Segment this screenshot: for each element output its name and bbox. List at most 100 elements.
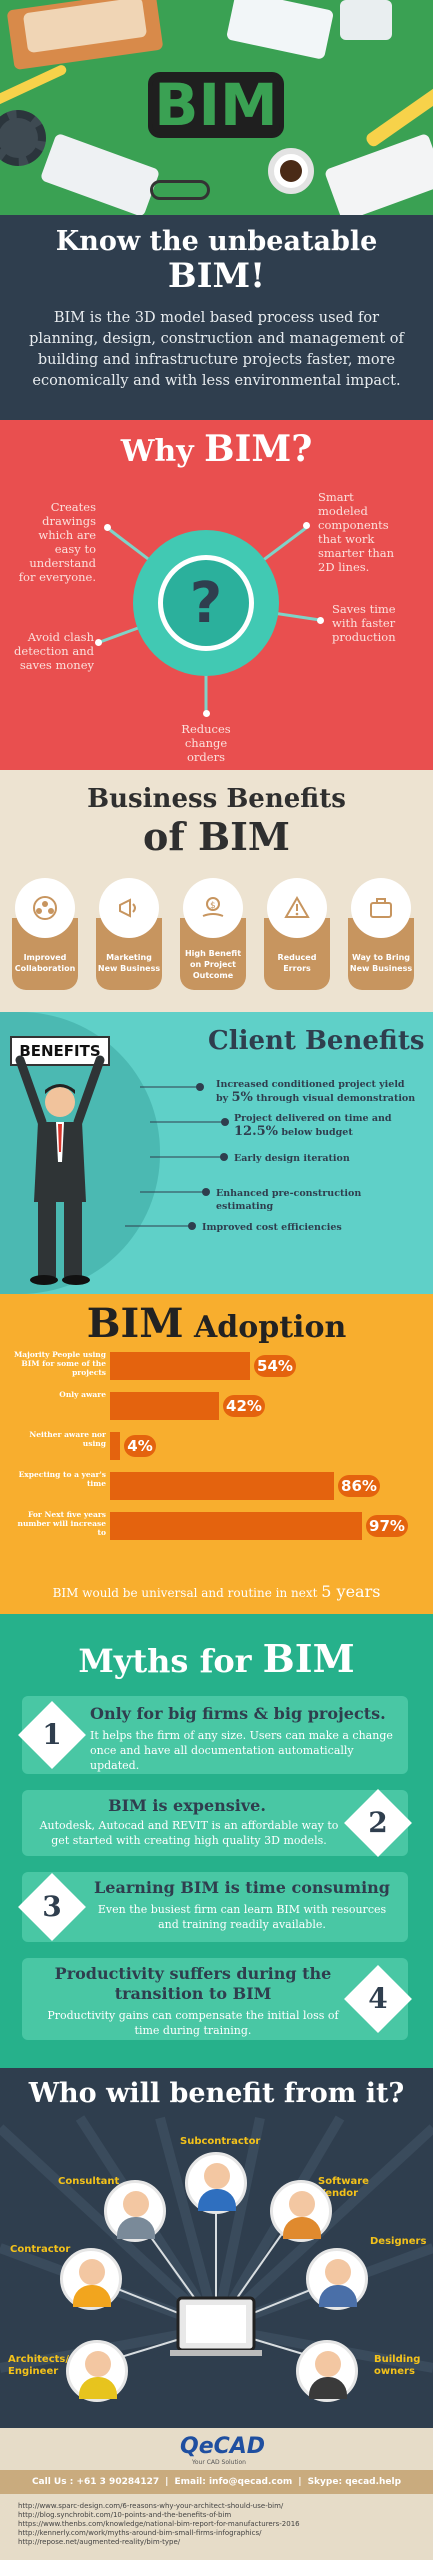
face xyxy=(123,2191,149,2217)
reference-links: http://www.sparc-design.com/6-reasons-wh… xyxy=(18,2502,300,2547)
body xyxy=(117,2217,155,2239)
who-benefits-section: Who will benefit from it? Subcontractor … xyxy=(0,2068,433,2428)
myths-heading-small: Myths for xyxy=(78,1642,263,1680)
software-vendor-avatar xyxy=(270,2180,332,2242)
architect-avatar xyxy=(66,2340,128,2402)
consultant-avatar xyxy=(104,2180,166,2242)
business-label: Improved Collaboration xyxy=(14,953,76,973)
adoption-category-label: For Next five years number will increase… xyxy=(17,1510,106,1537)
why-point: Saves time with faster production xyxy=(332,602,396,644)
role-label: Subcontractor xyxy=(180,2136,261,2147)
ruler-icon xyxy=(0,63,68,111)
bullet-dot xyxy=(188,1222,196,1230)
business-heading: Business Benefits of BIM xyxy=(0,784,433,860)
client-benefit-text-post: through visual demonstration xyxy=(256,1093,416,1104)
contact-bar: Call Us : +61 3 90284127 | Email: info@q… xyxy=(0,2470,433,2494)
role-label: Consultant xyxy=(58,2176,120,2187)
connector-dot xyxy=(104,524,111,531)
face xyxy=(315,2351,341,2377)
coffee-icon xyxy=(280,160,302,182)
footer: QeCAD Your CAD Solution Call Us : +61 3 9… xyxy=(0,2428,433,2560)
client-heading: Client Benefits xyxy=(208,1026,425,1056)
bullet-dot xyxy=(221,1118,229,1126)
myth-body: Productivity gains can compensate the in… xyxy=(47,2009,339,2037)
role-label: Software Vendor xyxy=(318,2176,369,2199)
client-benefit-figure: 5% xyxy=(231,1090,253,1105)
calculator-icon xyxy=(340,0,392,40)
business-heading-line2: of BIM xyxy=(143,814,290,859)
client-benefits-section: BENEFITS Client Benefits Increased condi… xyxy=(0,1012,433,1294)
hero-banner: BIM xyxy=(0,0,433,215)
phone-text: Call Us : +61 3 90284127 xyxy=(31,2477,160,2487)
svg-text:$: $ xyxy=(210,901,216,911)
myths-heading: Myths for BIM xyxy=(0,1636,433,1681)
myth-title: Productivity suffers during the transiti… xyxy=(54,1964,332,2003)
body xyxy=(319,2285,357,2307)
bullet-dot xyxy=(196,1083,204,1091)
reference-link[interactable]: https://www.thenbs.com/knowledge/nationa… xyxy=(18,2520,300,2528)
reference-link[interactable]: http://kennerly.com/work/myths-around-bi… xyxy=(18,2529,262,2537)
skype-text: Skype: qecad.help xyxy=(307,2477,402,2487)
client-benefit-item: Project delivered on time and 12.5% belo… xyxy=(234,1112,424,1139)
adoption-bar-chart: Majority People using BIM for some of th… xyxy=(0,1294,433,1582)
business-label: Way to Bring New Business xyxy=(349,953,413,973)
adoption-bar xyxy=(110,1392,219,1420)
adoption-heading-big: BIM xyxy=(86,1300,184,1347)
adoption-bar xyxy=(110,1512,362,1540)
myth-card: Only for big firms & big projects. It he… xyxy=(22,1696,408,1774)
bullet-dot xyxy=(202,1188,210,1196)
adoption-footnote-text: BIM would be universal and routine in ne… xyxy=(52,1586,318,1600)
myth-number: 1 xyxy=(42,1718,62,1751)
adoption-bar xyxy=(110,1352,250,1380)
myth-title: Learning BIM is time consuming xyxy=(94,1878,390,1897)
glasses-icon xyxy=(150,180,210,200)
client-benefit-text: Enhanced pre-construction estimating xyxy=(216,1188,362,1212)
business-label: Reduced Errors xyxy=(277,953,317,973)
client-connector-line xyxy=(125,1086,223,1227)
question-mark: ? xyxy=(189,570,223,636)
myth-body: It helps the firm of any size. Users can… xyxy=(90,1729,393,1772)
business-benefits-section: Business Benefits of BIM Improved Collabo… xyxy=(0,770,433,1012)
benefits-sign: BENEFITS xyxy=(10,1036,110,1066)
business-card: Marketing New Business xyxy=(96,878,162,990)
myth-body: Even the busiest firm can learn BIM with… xyxy=(97,1903,387,1931)
myth-title: Only for big firms & big projects. xyxy=(90,1704,386,1723)
adoption-footnote-figure: 5 years xyxy=(321,1582,381,1601)
reference-link[interactable]: http://repose.net/augmented-reality/bim-… xyxy=(18,2538,181,2546)
why-heading-big: BIM? xyxy=(204,428,313,470)
adoption-bar xyxy=(110,1432,120,1460)
briefcase-icon xyxy=(351,878,411,938)
adoption-bar xyxy=(110,1472,334,1500)
role-label: Designers xyxy=(370,2236,427,2247)
logo-subtitle: Your CAD Solution xyxy=(192,2459,246,2466)
why-heading: Why BIM? xyxy=(0,428,433,470)
who-heading: Who will benefit from it? xyxy=(28,2078,405,2109)
business-card: Way to Bring New Business xyxy=(348,878,414,990)
subcontractor-avatar xyxy=(185,2152,247,2214)
adoption-value-label: 42% xyxy=(223,1395,265,1417)
body xyxy=(309,2377,347,2399)
myth-card: BIM is expensive. Autodesk, Autocad and … xyxy=(22,1790,408,1856)
business-card: $ High Benefit on Project Outcome xyxy=(180,878,246,990)
client-benefit-text: Project delivered on time and xyxy=(234,1113,392,1124)
business-card: Improved Collaboration xyxy=(12,878,78,990)
warning-icon xyxy=(267,878,327,938)
contractor-avatar xyxy=(60,2248,122,2310)
question-mark-icon: ? xyxy=(158,555,254,651)
face xyxy=(79,2259,105,2285)
reference-link[interactable]: http://www.sparc-design.com/6-reasons-wh… xyxy=(18,2502,284,2510)
email-link[interactable]: Email: info@qecad.com xyxy=(174,2477,293,2487)
qecad-logo: QeCAD Your CAD Solution xyxy=(180,2434,265,2466)
face xyxy=(325,2259,351,2285)
role-label: Architects/ Engineer xyxy=(8,2354,70,2377)
coffee-cup-icon xyxy=(268,148,314,194)
why-point: Smart modeled components that work smart… xyxy=(318,490,395,574)
client-benefit-figure: 12.5% xyxy=(234,1124,279,1139)
connector-dot xyxy=(95,639,102,646)
myth-number: 4 xyxy=(368,1982,388,2015)
reference-link[interactable]: http://blog.synchrobit.com/10-points-and… xyxy=(18,2511,232,2519)
adoption-value-label: 4% xyxy=(124,1435,156,1457)
hero-title: BIM xyxy=(154,71,278,139)
hero-title-plate: BIM xyxy=(148,71,284,139)
adoption-category-label: Expecting to a year's time xyxy=(18,1470,106,1488)
